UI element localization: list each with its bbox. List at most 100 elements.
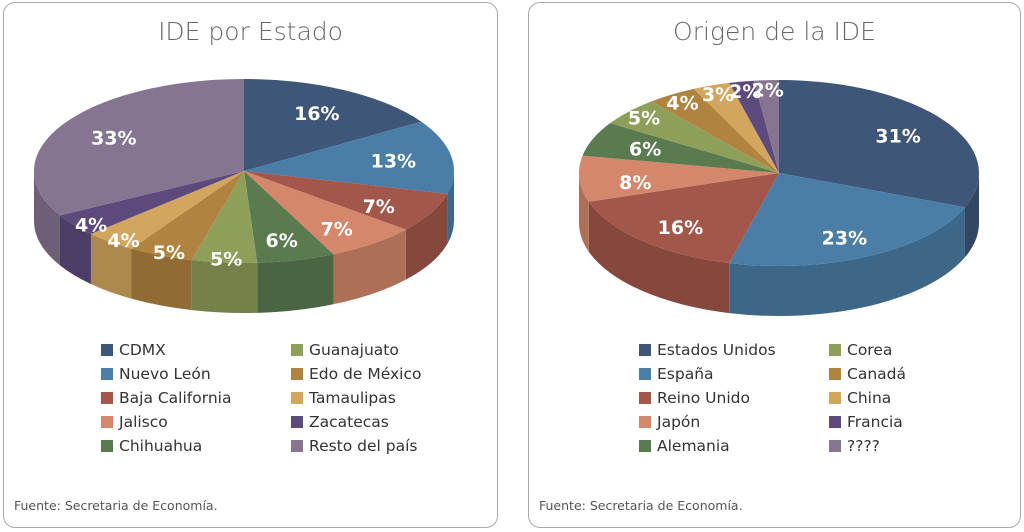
data-label: 2% xyxy=(729,81,761,103)
data-label: 3% xyxy=(702,84,734,106)
pie-chart: 16% 13% 7% 7% 6% 5% 5% 4%4% 33% xyxy=(34,79,454,313)
legend-swatch xyxy=(829,344,841,356)
legend-swatch xyxy=(291,368,303,380)
legend-item: Guanajuato xyxy=(291,338,441,362)
slice-edo-de-m-xico xyxy=(131,171,244,261)
legend-swatch xyxy=(829,440,841,452)
slice-canad- xyxy=(651,88,779,173)
slice-side-espa-a xyxy=(729,207,965,317)
slice-side-jap-n xyxy=(579,173,589,252)
legend-item: CDMX xyxy=(101,338,271,362)
legend-swatch xyxy=(829,392,841,404)
legend-item: Alemania xyxy=(639,434,809,458)
data-label: 13% xyxy=(371,151,416,173)
slice-china xyxy=(693,82,779,173)
data-label: 7% xyxy=(363,196,395,218)
slice-side-tamaulipas xyxy=(90,233,132,299)
slice-nuevo-le-n xyxy=(244,121,454,194)
legend-label: Zacatecas xyxy=(309,413,389,431)
slice-- xyxy=(753,80,779,173)
legend-item: Edo de México xyxy=(291,362,441,386)
data-label: 5% xyxy=(153,242,185,264)
legend: CDMX Nuevo León Baja California Jalisco Chih… xyxy=(101,338,441,458)
legend-swatch xyxy=(101,392,113,404)
legend-label: Jalisco xyxy=(119,413,168,431)
legend-swatch xyxy=(101,368,113,380)
slice-resto-del-pa-s xyxy=(34,79,245,216)
legend-label: Nuevo León xyxy=(119,365,211,383)
data-label: 7% xyxy=(321,218,353,240)
data-label: 4% xyxy=(666,92,698,114)
legend-label: Alemania xyxy=(657,437,730,455)
panel-ide-por-estado: 16% 13% 7% 7% 6% 5% 5% 4% 4% 33% IDE por Estado C… xyxy=(3,2,498,528)
data-label: 4% xyxy=(107,230,139,252)
panel-origen-ide: 31% 23% 16% 8% 6% 5% 4% 3% 2% 2% Origen de la IDE… xyxy=(528,2,1021,528)
legend-swatch xyxy=(639,344,651,356)
legend-label: CDMX xyxy=(119,341,166,359)
legend-item: Canadá xyxy=(829,362,939,386)
slice-baja-california xyxy=(244,171,448,230)
legend-item: Resto del país xyxy=(291,434,441,458)
slice-jalisco xyxy=(244,171,406,255)
legend-label: Tamaulipas xyxy=(309,389,396,407)
legend-label: España xyxy=(657,365,714,383)
legend-item: China xyxy=(829,386,939,410)
slice-side-baja-california xyxy=(405,193,448,280)
slice-jap-n xyxy=(579,155,779,202)
legend-item: Francia xyxy=(829,410,939,434)
legend-label: Guanajuato xyxy=(309,341,399,359)
slice-corea xyxy=(610,101,779,173)
legend-item: Baja California xyxy=(101,386,271,410)
legend-swatch xyxy=(829,416,841,428)
data-label: 16% xyxy=(658,217,703,239)
legend-item: Chihuahua xyxy=(101,434,271,458)
source-note: Fuente: Secretaria de Economía. xyxy=(14,498,218,513)
legend-swatch xyxy=(639,416,651,428)
data-label: 5% xyxy=(628,108,660,130)
legend-label: Baja California xyxy=(119,389,232,407)
data-label: 16% xyxy=(294,103,339,125)
slice-cdmx xyxy=(244,79,422,171)
slice-side-edo-de-m-xico xyxy=(131,248,192,311)
slice-reino-unido xyxy=(588,173,779,264)
legend-label: Estados Unidos xyxy=(657,341,776,359)
legend-swatch xyxy=(101,416,113,428)
pie-chart: 31%23%16%8%6%5%4% 3%2%2% xyxy=(579,79,979,317)
legend-label: China xyxy=(847,389,892,407)
legend-item: Estados Unidos xyxy=(639,338,809,362)
data-label: 33% xyxy=(91,127,136,149)
slice-side-estados-unidos xyxy=(964,173,979,258)
legend-swatch xyxy=(101,440,113,452)
data-label: 31% xyxy=(875,125,920,147)
legend-label: Resto del país xyxy=(309,437,418,455)
slice-side-nuevo-le-n xyxy=(447,171,454,244)
legend-item: Reino Unido xyxy=(639,386,809,410)
legend: Estados Unidos España Reino Unido Japón Alem… xyxy=(639,338,939,458)
legend-item: Zacatecas xyxy=(291,410,441,434)
slice-tamaulipas xyxy=(90,171,244,249)
slice-guanajuato xyxy=(191,171,258,263)
chart-title: Origen de la IDE xyxy=(673,17,876,46)
legend-swatch xyxy=(291,416,303,428)
legend-item: Corea xyxy=(829,338,939,362)
legend-item: Nuevo León xyxy=(101,362,271,386)
data-label: 2% xyxy=(752,79,784,101)
legend-swatch xyxy=(639,440,651,452)
slice-side-resto-del-pa-s xyxy=(34,171,60,266)
legend-item: Tamaulipas xyxy=(291,386,441,410)
data-label: 6% xyxy=(629,138,661,160)
data-label: 8% xyxy=(619,172,651,194)
legend-item: Japón xyxy=(639,410,809,434)
data-label: 5% xyxy=(210,248,242,270)
legend-item: España xyxy=(639,362,809,386)
slice-francia xyxy=(729,80,779,173)
slice-side-guanajuato xyxy=(191,260,258,313)
source-note: Fuente: Secretaria de Economía. xyxy=(539,498,743,513)
legend-swatch xyxy=(829,368,841,380)
legend-label: Corea xyxy=(847,341,893,359)
legend-swatch xyxy=(291,344,303,356)
legend-label: Reino Unido xyxy=(657,389,750,407)
legend-swatch xyxy=(639,392,651,404)
slice-espa-a xyxy=(729,173,965,266)
slice-estados-unidos xyxy=(779,80,979,208)
